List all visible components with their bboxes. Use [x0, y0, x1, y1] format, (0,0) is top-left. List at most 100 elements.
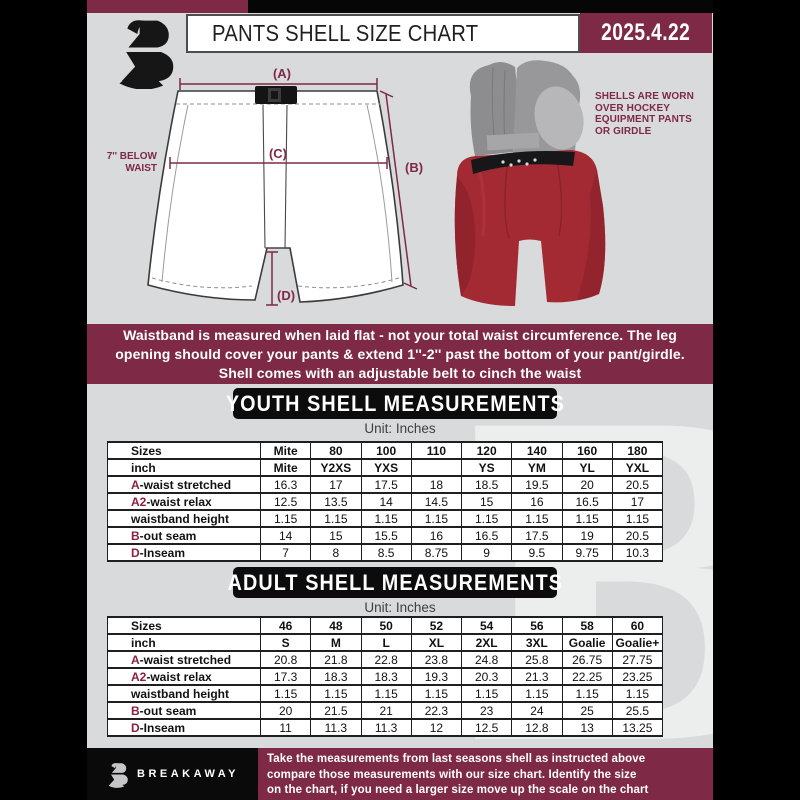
table-cell: 20.5: [611, 526, 664, 545]
label-a: (A): [273, 66, 291, 81]
shorts-outline: [147, 86, 404, 303]
table-cell: 11.3: [360, 718, 412, 737]
table-cell: 16.5: [460, 526, 513, 545]
youth-size-table: Sizes Mite 80 100 110 120 140 160 180 inch Mite Y2X…: [107, 441, 664, 562]
notice-line: Waistband is measured when laid flat - n…: [123, 326, 677, 343]
table-cell: 20: [561, 475, 613, 494]
photo-caption: SHELLS ARE WORN OVER HOCKEY EQUIPMENT PA…: [595, 91, 694, 137]
table-row: A-waist stretched 20.8 21.8 22.8 23.8 24.8 25.…: [107, 650, 664, 669]
table-cell: 1.15: [561, 684, 613, 703]
table-cell: YXS: [360, 458, 412, 477]
table-cell: 3XL: [511, 633, 563, 652]
table-cell: YM: [511, 458, 563, 477]
table-row: D-Inseam 7 8 8.5 8.75 9 9.5 9.75 10.3: [107, 543, 664, 562]
table-cell: 12.5: [259, 492, 312, 511]
table-row: D-Inseam 11 11.3 11.3 12 12.5 12.8 13 13.25: [107, 718, 664, 737]
table-cell: 19: [561, 526, 613, 545]
table-cell: 16: [511, 492, 563, 511]
row-label-accent: A2: [131, 494, 147, 509]
table-cell: 2XL: [460, 633, 513, 652]
table-cell: XL: [410, 633, 463, 652]
shorts-measurement-diagram: (A) (B) (C) (D) 7'' BELOW WAIST: [107, 66, 423, 306]
table-cell: 18: [410, 475, 463, 494]
table-cell: 19.5: [511, 475, 563, 494]
document-page: PANTS SHELL SIZE CHART 2025.4.22: [87, 0, 713, 800]
measurement-arrows: [169, 78, 418, 306]
page-title: PANTS SHELL SIZE CHART: [212, 20, 479, 46]
table-cell: 12.5: [460, 718, 513, 737]
table-cell: Goalie: [561, 633, 613, 652]
table-cell: 13.5: [310, 492, 362, 511]
table-row: inch Mite Y2XS YXS YS YM YL YXL: [107, 458, 664, 477]
table-row: Sizes 46 48 50 52 54 56 58 60: [107, 616, 664, 635]
table-row: B-out seam 14 15 15.5 16 16.5 17.5 19 20.5: [107, 526, 664, 545]
date-text: 2025.4.22: [601, 19, 691, 46]
table-cell: 21.3: [511, 667, 563, 686]
table-cell: 20.5: [611, 475, 664, 494]
footer-instruction-line: on the chart, if you need a larger size …: [267, 784, 649, 796]
row-label: waistband height: [107, 684, 261, 703]
table-cell: 48: [310, 616, 362, 635]
table-cell: 15.5: [360, 526, 412, 545]
photo-caption-line: EQUIPMENT PANTS: [595, 114, 692, 125]
table-cell: 9.75: [561, 543, 613, 562]
measurement-notice: Waistband is measured when laid flat - n…: [87, 324, 713, 384]
adult-unit-label: Unit: Inches: [364, 600, 436, 615]
row-label-accent: B: [131, 528, 140, 543]
table-cell: 80: [310, 441, 362, 460]
table-cell: 7: [259, 543, 312, 562]
table-cell: Mite: [259, 458, 312, 477]
youth-section-title-text: YOUTH SHELL MEASUREMENTS: [225, 390, 565, 416]
table-cell: 26.75: [561, 650, 613, 669]
table-cell: 58: [561, 616, 613, 635]
table-cell: 1.15: [460, 684, 513, 703]
label-d: (D): [277, 288, 295, 303]
table-cell: Goalie+: [611, 633, 664, 652]
footer-brand-area: BREAKAWAY: [87, 748, 258, 800]
table-cell: 11: [259, 718, 312, 737]
table-cell: YXL: [611, 458, 664, 477]
table-cell: 25.8: [511, 650, 563, 669]
table-cell: 50: [360, 616, 412, 635]
table-row: waistband height 1.15 1.15 1.15 1.15 1.15 1.15…: [107, 509, 664, 528]
table-cell: 15: [310, 526, 362, 545]
top-black-bar: [248, 0, 713, 13]
row-label: D-Inseam: [107, 543, 261, 562]
table-cell: Mite: [259, 441, 312, 460]
table-cell: 20.3: [460, 667, 513, 686]
table-cell: 1.15: [259, 684, 312, 703]
table-cell: 140: [511, 441, 563, 460]
table-cell: 100: [360, 441, 412, 460]
row-label: A-waist stretched: [107, 650, 261, 669]
table-row: A2-waist relax 17.3 18.3 18.3 19.3 20.3 21.3 22…: [107, 667, 664, 686]
row-label: B-out seam: [107, 526, 261, 545]
notice-line: Shell comes with an adjustable belt to c…: [218, 364, 582, 381]
row-label: D-Inseam: [107, 718, 261, 737]
photo-caption-line: SHELLS ARE WORN: [595, 91, 694, 102]
page-title-bar: PANTS SHELL SIZE CHART: [186, 14, 580, 53]
table-cell: 27.75: [611, 650, 664, 669]
table-cell: 54: [460, 616, 513, 635]
table-cell: L: [360, 633, 412, 652]
table-cell: 13: [561, 718, 613, 737]
table-cell: 1.15: [460, 509, 513, 528]
table-cell: 15: [460, 492, 513, 511]
table-cell: 17: [611, 492, 664, 511]
table-cell: 18.3: [310, 667, 362, 686]
table-cell: 1.15: [310, 684, 362, 703]
below-waist-note-line1: 7'' BELOW: [107, 151, 158, 162]
row-label-accent: A: [131, 652, 140, 667]
table-cell: S: [259, 633, 312, 652]
row-label: A2-waist relax: [107, 492, 261, 511]
table-cell: 13.25: [611, 718, 664, 737]
table-cell: 17: [310, 475, 362, 494]
table-cell: 46: [259, 616, 312, 635]
photo-caption-line: OR GIRDLE: [595, 125, 652, 137]
table-cell: 1.15: [611, 509, 664, 528]
table-cell: 14.5: [410, 492, 463, 511]
table-cell: 60: [611, 616, 664, 635]
adult-size-table: Sizes 46 48 50 52 54 56 58 60 inch S M L XL 2XL 3XL Goal…: [107, 616, 664, 737]
table-cell: YL: [561, 458, 613, 477]
table-row: inch S M L XL 2XL 3XL Goalie Goalie+: [107, 633, 664, 652]
